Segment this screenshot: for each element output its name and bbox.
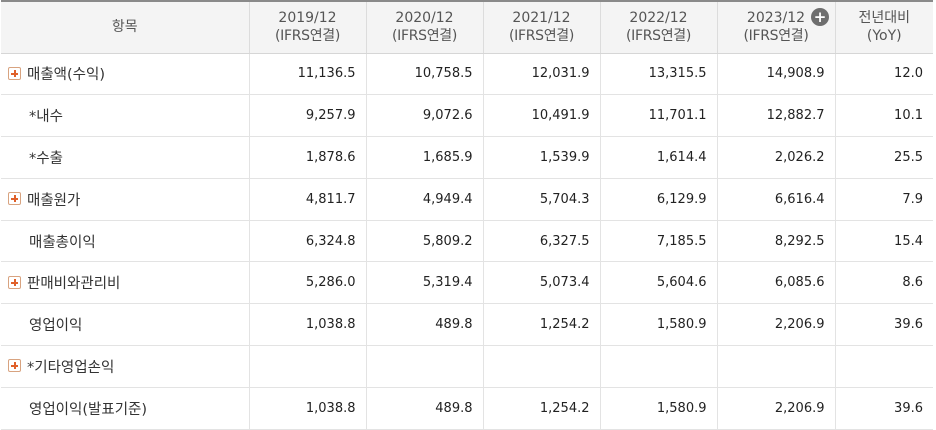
value-cell: 1,254.2 <box>482 387 600 430</box>
value-cell: 1,038.8 <box>248 387 366 430</box>
value-cell: 2,206.9 <box>716 303 835 347</box>
value-cell <box>716 345 835 388</box>
value-cell: 1,254.2 <box>482 303 600 347</box>
value-cell: 1,878.6 <box>248 136 366 179</box>
value-cell: 6,129.9 <box>599 178 717 221</box>
value-cell: 6,327.5 <box>482 220 600 263</box>
table-row: 판매비와관리비 5,286.0 5,319.4 5,073.4 5,604.6 6,085… <box>1 261 933 305</box>
yoy-cell: 8.6 <box>834 261 933 305</box>
value-cell: 2,026.2 <box>716 136 835 179</box>
table-row: 영업이익 1,038.8 489.8 1,254.2 1,580.9 2,206.9 39.… <box>1 303 933 347</box>
value-cell: 6,324.8 <box>248 220 366 263</box>
row-label: 영업이익(발표기준) <box>29 401 148 418</box>
value-cell: 10,758.5 <box>365 53 483 96</box>
value-cell <box>365 345 483 388</box>
row-label: *기타영업손익 <box>27 359 115 376</box>
value-cell: 1,038.8 <box>248 303 366 347</box>
value-cell: 489.8 <box>365 387 483 430</box>
value-cell: 9,072.6 <box>365 94 483 138</box>
value-cell: 8,292.5 <box>716 220 835 263</box>
row-label-cell: 영업이익 <box>1 303 249 347</box>
value-cell: 5,073.4 <box>482 261 600 305</box>
value-cell: 11,136.5 <box>248 53 366 96</box>
item-header: 항목 <box>1 0 249 54</box>
row-label: 매출원가 <box>27 192 81 209</box>
yoy-cell: 7.9 <box>834 178 933 221</box>
value-cell: 6,616.4 <box>716 178 835 221</box>
table-row: 매출총이익 6,324.8 5,809.2 6,327.5 7,185.5 8,292.5… <box>1 220 933 263</box>
value-cell: 4,949.4 <box>365 178 483 221</box>
value-cell: 9,257.9 <box>248 94 366 138</box>
expand-plus-icon[interactable] <box>8 275 21 289</box>
value-cell: 5,809.2 <box>365 220 483 263</box>
value-cell: 489.8 <box>365 303 483 347</box>
table-row: *내수 9,257.9 9,072.6 10,491.9 11,701.1 12,882.… <box>1 94 933 138</box>
value-cell: 14,908.9 <box>716 53 835 96</box>
row-label: *수출 <box>29 150 63 167</box>
value-cell: 2,206.9 <box>716 387 835 430</box>
yoy-cell: 25.5 <box>834 136 933 179</box>
yoy-cell: 15.4 <box>834 220 933 263</box>
period-header: 2023/12 + (IFRS연결) <box>716 0 835 54</box>
header-row: 항목 2019/12 (IFRS연결) 2020/12 (IFRS연결) 2021/… <box>1 0 933 54</box>
value-cell <box>599 345 717 388</box>
value-cell: 5,286.0 <box>248 261 366 305</box>
row-label-cell: *내수 <box>1 94 249 138</box>
row-label: 매출액(수익) <box>27 67 106 84</box>
value-cell: 1,539.9 <box>482 136 600 179</box>
expand-plus-icon[interactable] <box>8 66 21 80</box>
value-cell: 4,811.7 <box>248 178 366 221</box>
row-label-cell[interactable]: *기타영업손익 <box>1 345 249 388</box>
period-header: 2021/12 (IFRS연결) <box>482 0 600 54</box>
row-label-cell[interactable]: 판매비와관리비 <box>1 261 249 305</box>
yoy-cell <box>834 345 933 388</box>
circle-plus-icon[interactable]: + <box>811 8 830 27</box>
period-header: 2019/12 (IFRS연결) <box>248 0 366 54</box>
value-cell: 5,604.6 <box>599 261 717 305</box>
value-cell: 12,882.7 <box>716 94 835 138</box>
value-cell: 5,319.4 <box>365 261 483 305</box>
row-label-cell: 매출총이익 <box>1 220 249 263</box>
value-cell: 1,685.9 <box>365 136 483 179</box>
yoy-cell: 39.6 <box>834 387 933 430</box>
value-cell: 13,315.5 <box>599 53 717 96</box>
row-label: 매출총이익 <box>29 234 96 251</box>
yoy-cell: 10.1 <box>834 94 933 138</box>
value-cell: 11,701.1 <box>599 94 717 138</box>
row-label: 영업이익 <box>29 318 83 335</box>
yoy-cell: 39.6 <box>834 303 933 347</box>
value-cell: 5,704.3 <box>482 178 600 221</box>
value-cell: 1,580.9 <box>599 387 717 430</box>
period-header: 2020/12 (IFRS연결) <box>365 0 483 54</box>
row-label-cell[interactable]: 매출원가 <box>1 178 249 221</box>
value-cell <box>248 345 366 388</box>
period-header: 2022/12 (IFRS연결) <box>599 0 717 54</box>
expand-plus-icon[interactable] <box>8 192 21 206</box>
row-label-cell: 영업이익(발표기준) <box>1 387 249 430</box>
table-row: 매출액(수익) 11,136.5 10,758.5 12,031.9 13,315.5 1… <box>1 53 933 96</box>
value-cell: 10,491.9 <box>482 94 600 138</box>
value-cell: 6,085.6 <box>716 261 835 305</box>
row-label-cell: *수출 <box>1 136 249 179</box>
yoy-cell: 12.0 <box>834 53 933 96</box>
value-cell: 1,580.9 <box>599 303 717 347</box>
yoy-header: 전년대비 (YoY) <box>834 0 933 54</box>
table-row: *수출 1,878.6 1,685.9 1,539.9 1,614.4 2,026.2 25… <box>1 136 933 179</box>
value-cell <box>482 345 600 388</box>
table-row: *기타영업손익 <box>1 345 933 388</box>
value-cell: 12,031.9 <box>482 53 600 96</box>
row-label: *내수 <box>29 109 63 126</box>
value-cell: 7,185.5 <box>599 220 717 263</box>
expand-plus-icon[interactable] <box>8 359 21 373</box>
table-row: 영업이익(발표기준) 1,038.8 489.8 1,254.2 1,580.9 2,20… <box>1 387 933 430</box>
row-label: 판매비와관리비 <box>27 276 121 293</box>
table-row: 매출원가 4,811.7 4,949.4 5,704.3 6,129.9 6,616.4 7… <box>1 178 933 221</box>
row-label-cell[interactable]: 매출액(수익) <box>1 53 249 96</box>
value-cell: 1,614.4 <box>599 136 717 179</box>
